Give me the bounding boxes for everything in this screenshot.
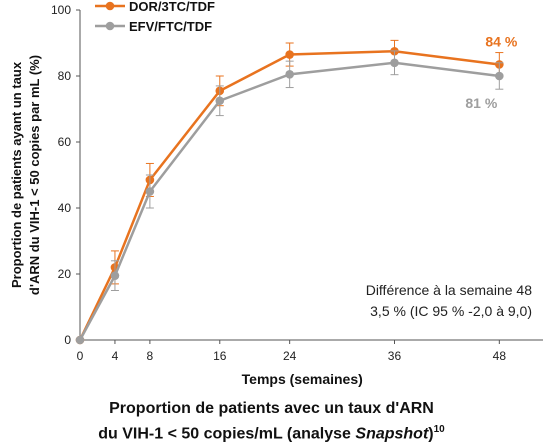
data-point bbox=[390, 58, 399, 68]
end-label-dor: 84 % bbox=[485, 34, 517, 50]
data-point bbox=[285, 70, 294, 79]
labels-layer: 84 % 81 % Différence à la semaine 48 3,5 % … bbox=[366, 34, 532, 319]
figure-caption: Proportion de patients avec un taux d'AR… bbox=[0, 398, 543, 444]
data-point bbox=[145, 187, 155, 196]
legend-label: EFV/FTC/TDF bbox=[129, 19, 212, 34]
x-tick-label: 16 bbox=[213, 349, 227, 363]
x-axis-title: Temps (semaines) bbox=[242, 371, 363, 387]
series-EFV/FTC/TDF bbox=[75, 50, 504, 345]
y-tick-label: 20 bbox=[58, 267, 72, 281]
y-tick-label: 80 bbox=[58, 69, 72, 83]
end-label-efv: 81 % bbox=[465, 95, 497, 111]
x-tick-label: 24 bbox=[283, 349, 297, 363]
annotation-line: 3,5 % (IC 95 % -2,0 à 9,0) bbox=[370, 303, 532, 319]
caption-line-1: Proportion de patients avec un taux d'AR… bbox=[109, 400, 434, 417]
data-point bbox=[215, 96, 225, 106]
caption-line-2: du VIH-1 < 50 copies/mL (analyse Snapsho… bbox=[98, 424, 445, 443]
y-tick-label: 60 bbox=[58, 135, 72, 149]
legend: DOR/3TC/TDF EFV/FTC/TDF bbox=[95, 0, 215, 34]
data-point bbox=[285, 50, 294, 59]
y-tick-label: 40 bbox=[58, 201, 72, 215]
x-tick-label: 0 bbox=[77, 349, 84, 363]
legend-label: DOR/3TC/TDF bbox=[129, 0, 215, 14]
series-layer bbox=[75, 39, 504, 345]
y-axis-title-line: Proportion de patients ayant un taux bbox=[9, 61, 24, 288]
legend-swatch-marker bbox=[105, 1, 115, 11]
data-point bbox=[75, 335, 85, 345]
legend-swatch-marker bbox=[105, 21, 115, 31]
x-tick-label: 36 bbox=[388, 349, 402, 363]
y-tick-label: 0 bbox=[64, 333, 71, 347]
x-tick-label: 8 bbox=[147, 349, 154, 363]
data-point bbox=[495, 71, 504, 81]
x-tick-label: 4 bbox=[112, 349, 119, 363]
y-axis-title: Proportion de patients ayant un taux d'AR… bbox=[9, 55, 42, 295]
annotation-line: Différence à la semaine 48 bbox=[366, 282, 532, 298]
y-tick-label: 100 bbox=[51, 3, 71, 17]
x-tick-label: 48 bbox=[493, 349, 507, 363]
series-line bbox=[78, 61, 500, 341]
y-axis-title-line: d'ARN du VIH-1 < 50 copies par mL (%) bbox=[27, 55, 42, 295]
difference-annotation: Différence à la semaine 48 3,5 % (IC 95 %… bbox=[366, 282, 532, 319]
data-point bbox=[110, 271, 120, 280]
